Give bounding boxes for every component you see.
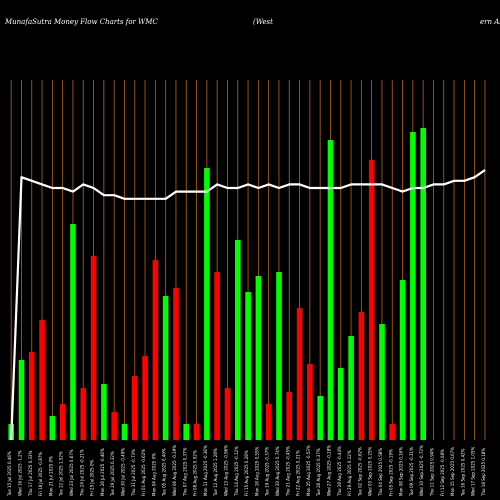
- money-flow-bar: [70, 224, 76, 440]
- x-tick-label: Mon 28 Jul 2025 -0.46%: [100, 448, 105, 496]
- money-flow-bar: [173, 288, 179, 440]
- money-flow-bar: [131, 376, 138, 440]
- x-tick-label: Mon 21 Jul 2025 0%: [48, 456, 53, 496]
- x-tick-label: Wed 06 Aug 2025 -0.39%: [172, 445, 177, 496]
- chart-title-left: MunafaSutra Money Flow Charts for WMC: [4, 18, 158, 26]
- money-flow-bar: [327, 140, 334, 440]
- money-flow-bar: [111, 412, 117, 440]
- x-tick-label: Mon 08 Sep 2025 0.16%: [399, 447, 404, 496]
- money-flow-bar: [204, 168, 210, 440]
- x-tick-label: Thu 11 Sep 2025 0.94%: [430, 448, 435, 497]
- money-flow-bar: [80, 388, 87, 440]
- money-flow-bar: [368, 160, 375, 440]
- money-flow-bar: [101, 384, 107, 440]
- money-flow-bar: [255, 276, 262, 440]
- x-tick-label: Wed 20 Aug 2025 0.74%: [275, 446, 280, 496]
- x-tick-label: Fri 12 Sep 2025 -0.08%: [440, 449, 445, 496]
- money-flow-bar: [235, 240, 241, 440]
- x-tick-label: Fri 22 Aug 2025 0.21%: [296, 450, 301, 496]
- x-tick-label: Wed 16 Jul 2025 -1.2%: [18, 450, 23, 496]
- money-flow-bar: [49, 416, 56, 440]
- x-tick-label: Thu 24 Jul 2025 -0.21%: [79, 449, 84, 497]
- x-tick-label: Thu 07 Aug 2025 0.37%: [182, 447, 187, 497]
- money-flow-bars: [8, 128, 426, 440]
- x-tick-label: Wed 10 Sep 2025 -0.72%: [419, 445, 424, 496]
- x-tick-label: Mon 04 Aug 2025 0%: [151, 453, 156, 496]
- money-flow-bar: [39, 320, 45, 440]
- x-tick-label: Tue 16 Sep 2025 0.42%: [460, 448, 465, 497]
- money-flow-bar: [121, 424, 128, 440]
- money-flow-bar: [18, 360, 25, 440]
- x-tick-label: Mon 11 Aug 2025 -0.36%: [203, 445, 208, 496]
- money-flow-bar: [214, 272, 220, 440]
- x-tick-label: Fri 25 Jul 2025 0%: [90, 460, 95, 496]
- money-flow-bar: [420, 128, 426, 440]
- x-tick-label: Thu 14 Aug 2025 -0.12%: [234, 446, 239, 497]
- x-tick-label: Mon 15 Sep 2025 0.67%: [450, 447, 455, 496]
- x-tick-label: Thu 17 Jul 2025 0.33%: [28, 450, 33, 497]
- money-flow-bar: [162, 296, 169, 440]
- money-flow-bar: [296, 308, 303, 440]
- money-flow-bar: [224, 388, 231, 440]
- money-flow-bar: [337, 368, 344, 440]
- x-tick-label: Wed 23 Jul 2025 0.67%: [69, 449, 74, 496]
- money-flow-bar: [59, 404, 66, 440]
- money-flow-bar: [276, 272, 282, 440]
- x-tick-label: Wed 27 Aug 2025 -0.28%: [327, 445, 332, 496]
- money-flow-bar: [317, 396, 323, 440]
- money-flow-bar: [307, 364, 313, 440]
- money-flow-bar: [389, 424, 395, 440]
- x-tick-label: Tue 29 Jul 2025 0.32%: [110, 451, 115, 497]
- x-tick-label: Wed 03 Sep 2025 0.25%: [368, 446, 373, 496]
- x-tick-label: Tue 05 Aug 2025 0.49%: [162, 448, 167, 497]
- x-axis-tick-labels: Tue 15 Jul 2025 0.46% Wed 16 Jul 2025 -1.…: [7, 445, 486, 497]
- x-tick-label: Mon 18 Aug 2025 0.55%: [254, 446, 259, 496]
- x-tick-label: Thu 28 Aug 2025 -0.44%: [337, 446, 342, 497]
- money-flow-bar: [90, 256, 97, 440]
- money-flow-bar: [245, 292, 251, 440]
- x-tick-label: Thu 18 Sep 2025 0.18%: [481, 448, 486, 497]
- money-flow-bar: [183, 424, 189, 440]
- money-flow-bar: [348, 336, 354, 440]
- price-line-path: [10, 169, 486, 441]
- x-tick-label: Fri 08 Aug 2025 0.52%: [193, 450, 198, 496]
- x-tick-label: Mon 25 Aug 2025 -0.53%: [306, 445, 311, 496]
- x-tick-label: Thu 04 Sep 2025 0.58%: [378, 448, 383, 497]
- price-line: [10, 169, 486, 441]
- x-tick-label: Tue 12 Aug 2025 1.28%: [213, 448, 218, 497]
- x-tick-label: Tue 26 Aug 2025 0.37%: [316, 448, 321, 497]
- money-flow-bar: [193, 424, 200, 440]
- money-flow-bar: [28, 352, 35, 440]
- x-tick-label: Tue 22 Jul 2025 1.52%: [59, 451, 64, 497]
- x-tick-label: Fri 05 Sep 2025 -0.19%: [388, 449, 393, 496]
- x-tick-label: Wed 13 Aug 2025 -0.96%: [224, 445, 229, 496]
- money-flow-bar: [358, 312, 365, 440]
- money-flow-bar: [152, 260, 159, 440]
- x-tick-label: Thu 21 Aug 2025 -0.45%: [285, 446, 290, 497]
- x-tick-label: Tue 19 Aug 2025 -0.37%: [265, 447, 270, 497]
- money-flow-bar: [410, 132, 416, 440]
- x-tick-label: Wed 30 Jul 2025 -0.49%: [121, 448, 126, 496]
- x-tick-label: Thu 31 Jul 2025 -0.73%: [131, 449, 136, 497]
- x-tick-label: Tue 09 Sep 2025 -0.31%: [409, 447, 414, 497]
- money-flow-bar: [142, 356, 148, 440]
- x-tick-label: Tue 15 Jul 2025 0.46%: [7, 451, 12, 497]
- x-tick-label: Wed 17 Sep 2025 1.05%: [471, 446, 476, 496]
- x-tick-label: Fri 15 Aug 2025 0.28%: [244, 450, 249, 496]
- money-flow-bar: [265, 404, 272, 440]
- x-tick-label: Fri 18 Jul 2025 -0.87%: [38, 452, 43, 496]
- chart-title-right: ern Asse: [480, 18, 500, 26]
- chart-title-middle: (West: [253, 18, 273, 26]
- money-flow-bar: [399, 280, 406, 440]
- money-flow-bar: [286, 392, 292, 440]
- money-flow-bar: [379, 324, 385, 440]
- x-tick-label: Fri 29 Aug 2025 0.12%: [347, 450, 352, 496]
- x-tick-label: Tue 02 Sep 2025 -0.62%: [357, 447, 362, 497]
- x-tick-label: Fri 01 Aug 2025 -0.62%: [141, 449, 146, 496]
